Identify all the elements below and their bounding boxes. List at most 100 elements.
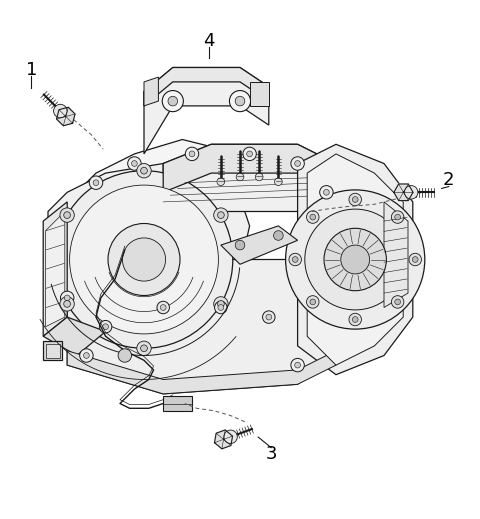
Text: 1: 1: [25, 61, 37, 79]
Circle shape: [214, 208, 228, 222]
Polygon shape: [57, 107, 75, 126]
Polygon shape: [163, 144, 336, 236]
Circle shape: [214, 297, 228, 311]
Circle shape: [341, 245, 370, 274]
Circle shape: [307, 296, 319, 308]
Circle shape: [391, 296, 404, 308]
Circle shape: [352, 197, 358, 202]
Circle shape: [157, 301, 169, 314]
Text: 2: 2: [443, 171, 455, 189]
Polygon shape: [67, 260, 336, 394]
Polygon shape: [307, 154, 403, 365]
Circle shape: [263, 311, 275, 323]
Circle shape: [141, 345, 147, 352]
Polygon shape: [250, 82, 269, 106]
Circle shape: [215, 301, 227, 314]
Circle shape: [310, 299, 316, 305]
Circle shape: [235, 97, 245, 106]
Circle shape: [243, 147, 256, 160]
Circle shape: [64, 295, 70, 301]
Circle shape: [291, 157, 304, 170]
Circle shape: [54, 104, 67, 118]
Circle shape: [137, 163, 151, 178]
Circle shape: [70, 185, 218, 334]
Circle shape: [395, 299, 400, 305]
Circle shape: [141, 167, 147, 174]
Circle shape: [132, 160, 137, 167]
Circle shape: [412, 256, 418, 263]
Circle shape: [108, 224, 180, 295]
Circle shape: [266, 314, 272, 320]
Circle shape: [247, 151, 252, 157]
Polygon shape: [43, 341, 62, 360]
Circle shape: [324, 228, 386, 291]
Polygon shape: [67, 140, 250, 212]
Circle shape: [93, 180, 99, 186]
Circle shape: [89, 176, 103, 189]
Polygon shape: [394, 184, 413, 201]
Circle shape: [255, 173, 263, 181]
Circle shape: [324, 189, 329, 195]
Circle shape: [55, 171, 233, 348]
Circle shape: [122, 238, 166, 281]
Circle shape: [64, 212, 71, 218]
Circle shape: [217, 301, 224, 307]
Circle shape: [60, 297, 74, 311]
Circle shape: [289, 253, 301, 266]
Circle shape: [349, 193, 361, 206]
Circle shape: [235, 240, 245, 250]
Circle shape: [333, 247, 339, 253]
Circle shape: [292, 256, 298, 263]
Text: 3: 3: [265, 445, 277, 463]
Polygon shape: [67, 351, 336, 394]
Polygon shape: [215, 430, 232, 449]
Polygon shape: [43, 317, 106, 356]
Circle shape: [236, 173, 244, 181]
Circle shape: [103, 324, 108, 330]
Circle shape: [128, 157, 141, 170]
Circle shape: [60, 208, 74, 222]
Circle shape: [189, 151, 195, 157]
Circle shape: [307, 211, 319, 223]
Text: 4: 4: [203, 32, 215, 50]
Polygon shape: [46, 212, 65, 326]
Polygon shape: [43, 202, 67, 336]
Circle shape: [320, 186, 333, 199]
Circle shape: [84, 352, 89, 359]
Circle shape: [162, 90, 183, 112]
Circle shape: [217, 178, 225, 186]
Circle shape: [99, 320, 112, 333]
Circle shape: [395, 214, 400, 220]
Circle shape: [224, 430, 237, 444]
Circle shape: [391, 211, 404, 223]
Circle shape: [329, 243, 343, 256]
Circle shape: [229, 90, 251, 112]
Circle shape: [405, 186, 418, 199]
Circle shape: [310, 214, 316, 220]
Circle shape: [118, 349, 132, 362]
Circle shape: [305, 209, 406, 310]
Polygon shape: [144, 67, 269, 154]
Polygon shape: [144, 77, 158, 106]
Circle shape: [168, 97, 178, 106]
Circle shape: [274, 231, 283, 240]
Circle shape: [60, 291, 74, 305]
Circle shape: [295, 362, 300, 368]
Polygon shape: [163, 397, 192, 411]
Circle shape: [185, 147, 199, 160]
Circle shape: [275, 178, 282, 186]
Polygon shape: [298, 144, 413, 375]
Polygon shape: [144, 67, 269, 106]
Circle shape: [218, 305, 224, 310]
Circle shape: [64, 301, 71, 307]
Polygon shape: [221, 226, 298, 264]
Circle shape: [291, 359, 304, 372]
Polygon shape: [46, 344, 60, 358]
Circle shape: [286, 190, 425, 329]
Circle shape: [137, 341, 151, 356]
Circle shape: [160, 305, 166, 310]
Circle shape: [295, 160, 300, 167]
Circle shape: [217, 212, 224, 218]
Circle shape: [80, 349, 93, 362]
Polygon shape: [48, 163, 250, 356]
